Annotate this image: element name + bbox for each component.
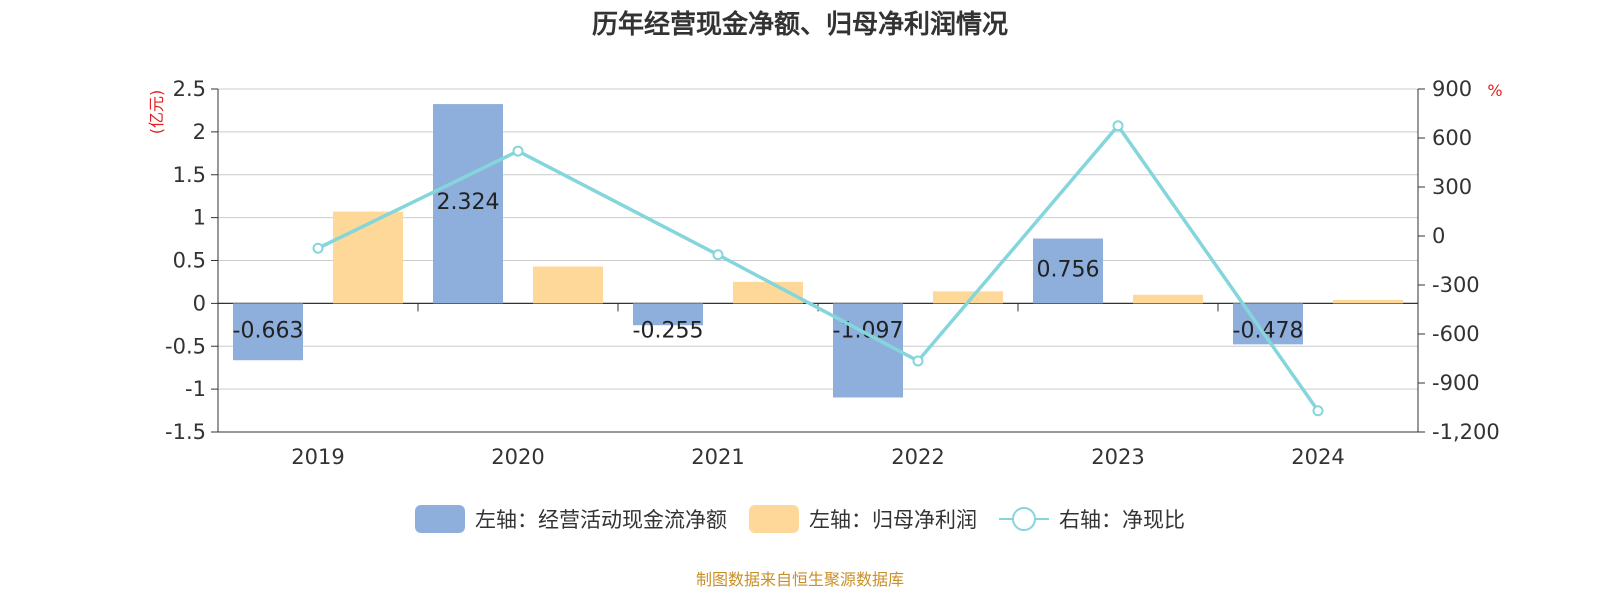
- bar-cashflow: [233, 303, 303, 361]
- legend-swatch-cashflow: [415, 505, 465, 533]
- category-label: 2019: [291, 445, 344, 469]
- legend-label-profit: 左轴：归母净利润: [809, 508, 977, 532]
- bar-profit: [533, 266, 603, 304]
- legend-swatch-ratio: [999, 505, 1049, 533]
- data-label: -0.663: [233, 318, 304, 343]
- ratio-point: [312, 242, 324, 254]
- category-label: 2020: [491, 445, 544, 469]
- bar-cashflow: [433, 104, 503, 304]
- right-axis-unit: %: [1487, 81, 1502, 100]
- bar-cashflow: [633, 303, 703, 326]
- bar-profit: [1133, 294, 1203, 304]
- right-axis-tick-label: -1,200: [1432, 420, 1500, 444]
- bar-profit: [1333, 299, 1403, 304]
- ratio-point: [912, 355, 924, 367]
- legend-item-ratio[interactable]: 右轴：净现比: [999, 504, 1185, 534]
- left-axis-tick-label: -0.5: [165, 334, 206, 358]
- left-axis-tick-label: 2: [193, 120, 206, 144]
- left-axis-tick-label: 0: [193, 291, 206, 315]
- left-axis-tick-label: 0.5: [173, 249, 206, 273]
- left-axis-tick-label: 1.5: [173, 163, 206, 187]
- right-axis-tick-label: -300: [1432, 273, 1480, 297]
- ratio-point: [1112, 120, 1124, 132]
- left-axis-tick-label: -1: [185, 377, 206, 401]
- chart-title: 历年经营现金净额、归母净利润情况: [591, 10, 1008, 40]
- left-axis-tick-label: 1: [193, 206, 206, 230]
- left-axis-tick-label: 2.5: [173, 77, 206, 101]
- right-axis-tick-label: 0: [1432, 224, 1445, 248]
- data-label: 2.324: [437, 190, 500, 215]
- ratio-line: [317, 122, 1320, 412]
- category-label: 2023: [1091, 445, 1144, 469]
- bar-cashflow: [833, 303, 903, 398]
- legend-item-profit[interactable]: 左轴：归母净利润: [749, 504, 977, 534]
- legend-swatch-profit: [749, 505, 799, 533]
- bar-profit: [933, 291, 1003, 304]
- bar-cashflow: [1033, 238, 1103, 304]
- ratio-point: [512, 145, 524, 157]
- legend-label-ratio: 右轴：净现比: [1059, 508, 1185, 532]
- left-axis-tick-label: -1.5: [165, 420, 206, 444]
- legend: 左轴：经营活动现金流净额 左轴：归母净利润 右轴：净现比: [0, 504, 1600, 534]
- ratio-point: [1312, 405, 1324, 417]
- data-label: 0.756: [1037, 258, 1100, 283]
- right-axis-tick-label: -600: [1432, 322, 1480, 346]
- left-axis-unit: (亿元): [147, 90, 166, 135]
- right-axis-tick-label: -900: [1432, 371, 1480, 395]
- right-axis-tick-label: 300: [1432, 175, 1472, 199]
- legend-item-cashflow[interactable]: 左轴：经营活动现金流净额: [415, 504, 727, 534]
- category-label: 2024: [1291, 445, 1344, 469]
- ratio-point: [712, 249, 724, 261]
- legend-label-cashflow: 左轴：经营活动现金流净额: [475, 508, 727, 532]
- right-axis-tick-label: 900: [1432, 77, 1472, 101]
- right-axis-tick-label: 600: [1432, 126, 1472, 150]
- category-label: 2022: [891, 445, 944, 469]
- data-label: -0.255: [633, 318, 704, 343]
- category-label: 2021: [691, 445, 744, 469]
- source-note: 制图数据来自恒生聚源数据库: [695, 570, 904, 589]
- bar-profit: [733, 281, 803, 304]
- bar-profit: [333, 211, 403, 304]
